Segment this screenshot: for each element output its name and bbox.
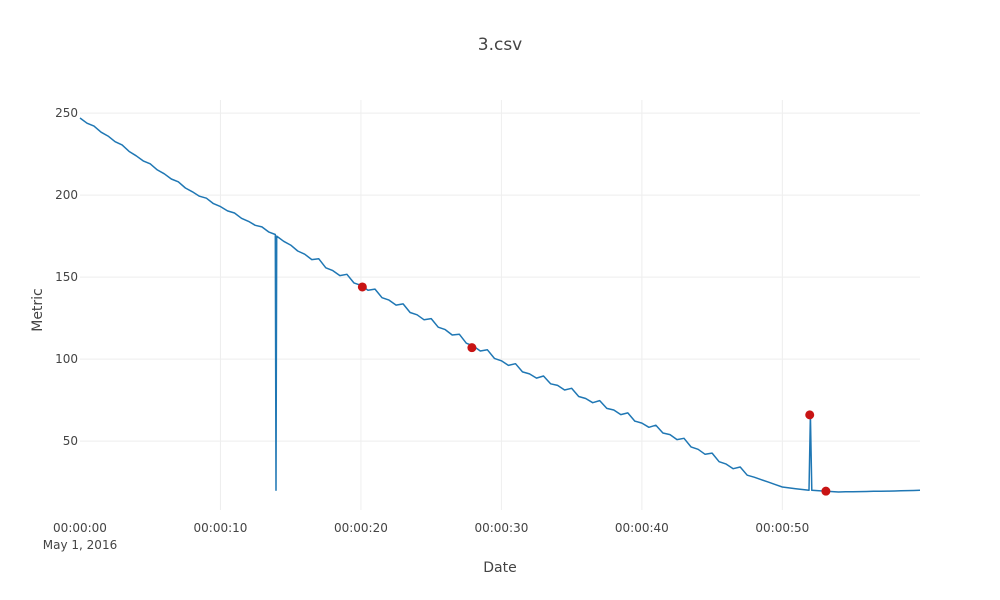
y-tick-label: 50: [63, 434, 78, 448]
x-tick-label: 00:00:20: [334, 521, 388, 535]
y-tick-label: 200: [55, 188, 78, 202]
x-tick-label: 00:00:10: [194, 521, 248, 535]
anomaly-marker: [467, 343, 477, 353]
y-tick-label: 250: [55, 106, 78, 120]
x-tick-label: 00:00:50: [755, 521, 809, 535]
anomaly-marker: [357, 282, 367, 292]
x-axis-title: Date: [483, 560, 516, 576]
y-tick-label: 100: [55, 352, 78, 366]
x-tick-label: 00:00:00: [53, 521, 107, 535]
grid: [80, 100, 920, 510]
series-line: [79, 117, 921, 493]
x-axis-ticks: 00:00:00 May 1, 2016 00:00:10 00:00:20 00:00…: [43, 521, 810, 552]
anomaly-marker: [805, 410, 815, 420]
x-tick-sublabel: May 1, 2016: [43, 538, 117, 552]
y-axis-title: Metric: [30, 288, 46, 332]
y-axis-ticks: 50 100 150 200 250: [55, 106, 78, 448]
y-tick-label: 150: [55, 270, 78, 284]
anomaly-markers: [357, 282, 831, 496]
chart-title: 3.csv: [478, 35, 522, 55]
x-tick-label: 00:00:40: [615, 521, 669, 535]
anomaly-marker: [821, 486, 831, 496]
x-tick-label: 00:00:30: [474, 521, 528, 535]
series-layer: [79, 117, 921, 493]
